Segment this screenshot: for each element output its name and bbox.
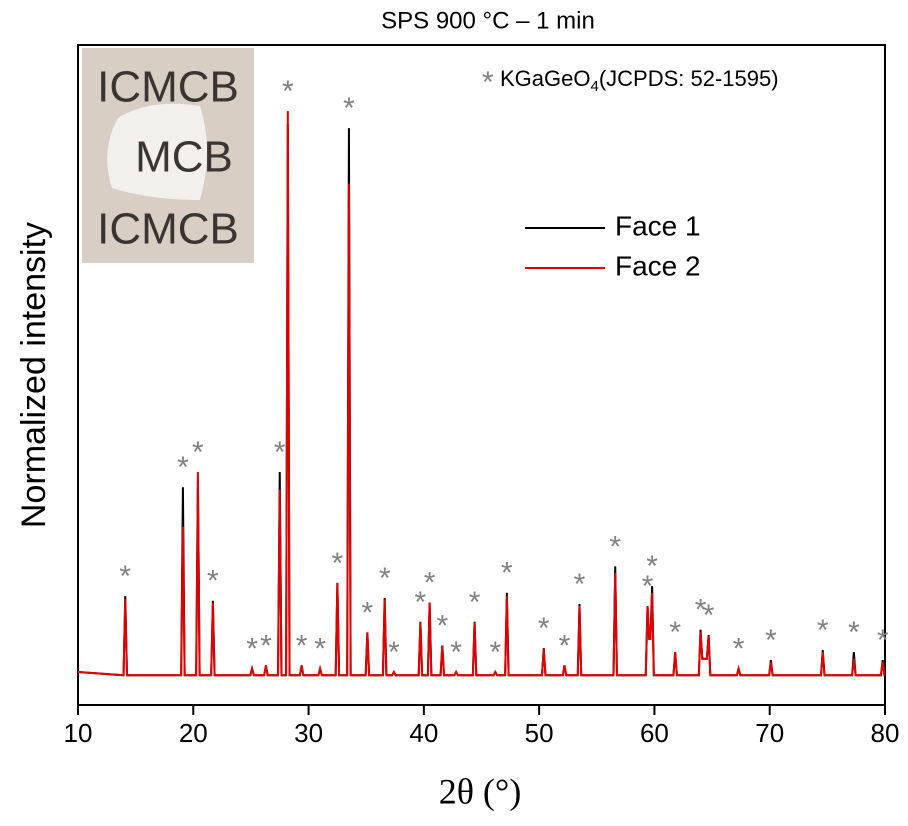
x-tick-label: 60 [640,718,669,748]
peak-marker: * [450,636,462,669]
peak-marker: * [669,616,681,649]
x-tick-label: 30 [294,718,323,748]
peak-marker: * [192,436,204,469]
peak-marker: * [274,436,286,469]
peak-marker: * [489,636,501,669]
peak-marker: * [646,550,658,583]
plot-frame [77,44,886,706]
peak-marker: * [469,586,481,619]
peak-marker: * [282,75,294,108]
peak-marker: * [119,560,131,593]
peak-marker: * [538,612,550,645]
annotation-text: KGaGeO4(JCPDS: 52-1595) [500,66,779,95]
peak-marker: * [177,451,189,484]
peak-marker: * [362,596,374,629]
peak-marker: * [765,624,777,657]
peak-marker: * [574,568,586,601]
peak-marker: * [733,633,745,666]
chart-title: SPS 900 °C – 1 min [381,7,595,34]
legend-label: Face 2 [615,250,701,281]
x-tick-label: 40 [409,718,438,748]
peak-marker: * [379,562,391,595]
annotation: * KGaGeO4(JCPDS: 52-1595) [482,66,779,99]
annotation-formula: KGaGeO [500,66,590,91]
peak-marker: * [642,570,654,603]
peak-marker: * [296,629,308,662]
peak-marker: * [332,547,344,580]
x-tick-label: 10 [64,718,93,748]
photo-text: MCB [135,133,233,182]
annotation-suffix: (JCPDS: 52-1595) [599,66,779,91]
photo-text: ICMCB [97,205,239,254]
peak-marker: * [343,92,355,125]
photo-sample [107,103,207,200]
peak-marker: * [703,599,715,632]
annotation-subscript: 4 [590,78,598,95]
legend-label: Face 1 [615,210,701,241]
peak-marker: * [260,629,272,662]
peak-marker: * [436,610,448,643]
inset-photo: ICMCB MCB ICMCB [82,48,254,263]
peak-marker: * [424,567,436,600]
peak-marker: * [848,616,860,649]
peak-marker: * [246,633,258,666]
peak-marker: * [695,594,707,627]
peak-marker: * [501,557,513,590]
peak-marker: * [817,614,829,647]
peak-marker: * [314,633,326,666]
x-axis-label: 2θ (°) [439,771,522,811]
x-tick-label: 50 [525,718,554,748]
y-axis-label: Normalized intensity [15,222,53,528]
peak-marker: * [388,636,400,669]
annotation-symbol: * [482,66,494,99]
photo-text: ICMCB [97,63,239,112]
peak-marker: * [559,629,571,662]
x-tick-label: 20 [179,718,208,748]
peak-marker: * [415,586,427,619]
x-tick-label: 70 [755,718,784,748]
peak-marker: * [609,530,621,563]
data-line [77,110,886,677]
x-tick-label: 80 [871,718,900,748]
peak-marker: * [877,624,889,657]
peak-marker: * [207,565,219,598]
